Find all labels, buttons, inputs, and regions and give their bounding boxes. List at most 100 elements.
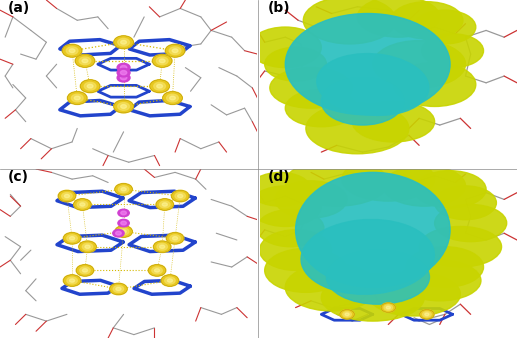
Ellipse shape [257,210,324,247]
Ellipse shape [301,219,434,294]
Circle shape [165,44,185,57]
Circle shape [121,221,127,225]
Ellipse shape [357,0,440,37]
Ellipse shape [303,0,396,44]
Circle shape [84,82,96,90]
Ellipse shape [260,230,331,270]
Circle shape [64,233,81,244]
Ellipse shape [285,264,378,311]
Circle shape [345,313,349,316]
Circle shape [165,277,175,284]
Circle shape [159,59,165,63]
Circle shape [118,219,129,227]
Circle shape [161,275,179,286]
Circle shape [76,265,94,276]
Ellipse shape [414,171,486,208]
Ellipse shape [326,250,430,304]
Circle shape [115,226,132,237]
Ellipse shape [419,226,501,267]
Ellipse shape [285,14,450,115]
Ellipse shape [317,54,429,115]
Circle shape [340,310,354,319]
Circle shape [170,235,180,242]
Circle shape [172,49,178,53]
Circle shape [80,203,85,206]
Circle shape [64,194,70,198]
Ellipse shape [393,63,476,106]
Circle shape [153,54,172,67]
Circle shape [166,233,184,244]
Ellipse shape [368,272,460,316]
Circle shape [118,228,129,235]
Circle shape [160,201,170,208]
Circle shape [172,190,189,202]
Circle shape [62,193,72,199]
Circle shape [63,44,82,57]
Circle shape [386,306,390,309]
Circle shape [154,241,171,252]
Circle shape [85,245,90,248]
Circle shape [166,94,178,102]
Text: (c): (c) [8,170,29,184]
Circle shape [155,269,160,272]
Circle shape [80,267,90,274]
Circle shape [425,313,429,316]
Circle shape [120,104,127,108]
Circle shape [118,186,129,193]
Ellipse shape [265,47,326,81]
Circle shape [169,47,181,54]
Circle shape [121,230,126,233]
Circle shape [120,71,127,75]
Ellipse shape [275,181,347,218]
Ellipse shape [373,41,465,88]
Circle shape [154,82,165,90]
Circle shape [150,80,170,93]
Circle shape [82,59,88,63]
Circle shape [168,279,173,282]
Circle shape [73,199,91,210]
Circle shape [163,92,183,104]
Ellipse shape [306,103,409,154]
Circle shape [121,188,126,191]
Ellipse shape [414,10,476,44]
Circle shape [120,66,127,70]
Circle shape [67,277,78,284]
Circle shape [115,184,132,195]
Text: (a): (a) [8,1,30,15]
Ellipse shape [265,248,347,292]
Circle shape [74,96,80,100]
Circle shape [69,49,75,53]
Circle shape [121,211,127,215]
Circle shape [156,57,168,65]
Circle shape [157,243,168,250]
Circle shape [116,231,121,235]
Ellipse shape [285,90,357,127]
Circle shape [82,243,93,250]
Ellipse shape [352,101,435,142]
Circle shape [118,103,129,110]
Circle shape [110,283,127,295]
Circle shape [82,269,87,272]
Circle shape [79,241,96,252]
Circle shape [114,100,133,113]
Circle shape [113,230,124,237]
Circle shape [67,235,78,242]
Ellipse shape [285,159,388,206]
Circle shape [381,303,396,312]
Ellipse shape [406,247,483,287]
Ellipse shape [270,68,352,108]
Circle shape [87,84,93,88]
Ellipse shape [422,34,483,68]
Circle shape [157,84,162,88]
Circle shape [116,287,121,291]
Ellipse shape [342,157,435,201]
Circle shape [67,92,87,104]
Ellipse shape [383,166,465,206]
Circle shape [118,39,129,46]
Circle shape [420,310,434,319]
Circle shape [343,312,352,317]
Text: (b): (b) [267,1,290,15]
Circle shape [113,286,124,292]
Ellipse shape [249,186,322,226]
Circle shape [178,194,183,198]
